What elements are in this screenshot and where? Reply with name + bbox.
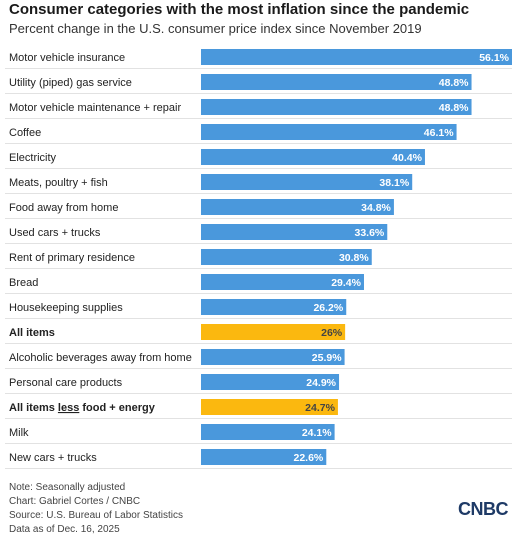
- data-label: 30.8%: [339, 252, 369, 264]
- data-label: 48.8%: [439, 77, 469, 89]
- data-label: 48.8%: [439, 102, 469, 114]
- chart-credit: Chart: Gabriel Cortes / CNBC: [9, 496, 141, 507]
- footer-notes: Note: Seasonally adjusted Chart: Gabriel…: [9, 481, 183, 537]
- data-label: 24.1%: [302, 427, 332, 439]
- category-label: New cars + trucks: [9, 452, 97, 464]
- data-label: 24.7%: [305, 402, 335, 414]
- bar: [201, 349, 345, 365]
- bar-chart-svg: Motor vehicle insurance 56.1% Utility (pip…: [5, 49, 512, 469]
- bar: [201, 249, 372, 265]
- data-label: 22.6%: [294, 452, 324, 464]
- data-date: Data as of Dec. 16, 2025: [9, 524, 120, 535]
- data-label: 46.1%: [424, 127, 454, 139]
- bar: [201, 49, 512, 65]
- category-label: Used cars + trucks: [9, 227, 101, 239]
- bar: [201, 424, 335, 440]
- data-label: 40.4%: [392, 152, 422, 164]
- data-label: 56.1%: [479, 52, 509, 64]
- category-label: Coffee: [9, 127, 41, 139]
- chart-subtitle: Percent change in the U.S. consumer pric…: [9, 21, 422, 36]
- data-label: 26.2%: [313, 302, 343, 314]
- data-label: 26%: [321, 327, 343, 339]
- bar: [201, 124, 457, 140]
- data-label: 38.1%: [379, 177, 409, 189]
- bar: [201, 274, 364, 290]
- bar: [201, 149, 425, 165]
- category-label: Rent of primary residence: [9, 252, 135, 264]
- data-label: 33.6%: [354, 227, 384, 239]
- highlight-bar: [201, 324, 346, 340]
- data-label: 34.8%: [361, 202, 391, 214]
- category-label-part: All items: [9, 402, 58, 414]
- highlight-bar: [201, 399, 338, 415]
- data-label: 24.9%: [306, 377, 336, 389]
- source-text: Source: U.S. Bureau of Labor Statistics: [9, 510, 183, 521]
- category-label: All items: [9, 327, 55, 339]
- category-label-part: less: [58, 402, 79, 414]
- category-label: Alcoholic beverages away from home: [9, 352, 192, 364]
- category-label: Milk: [9, 427, 29, 439]
- bar: [201, 374, 340, 390]
- category-label-part: food + energy: [79, 402, 155, 414]
- category-label: Housekeeping supplies: [9, 302, 123, 314]
- bar: [201, 449, 327, 465]
- bar: [201, 299, 347, 315]
- data-label: 25.9%: [312, 352, 342, 364]
- category-label: All items less food + energy: [9, 402, 156, 414]
- data-label: 29.4%: [331, 277, 361, 289]
- bar: [201, 199, 394, 215]
- bar: [201, 174, 413, 190]
- category-label: Utility (piped) gas service: [9, 77, 132, 89]
- category-label: Bread: [9, 277, 38, 289]
- category-label: Motor vehicle insurance: [9, 52, 125, 64]
- note-text: Note: Seasonally adjusted: [9, 482, 126, 493]
- bar: [201, 224, 388, 240]
- category-label: Electricity: [9, 152, 57, 164]
- category-label: Food away from home: [9, 202, 118, 214]
- bar-chart: Motor vehicle insurance 56.1% Utility (pip…: [0, 44, 523, 472]
- category-label: Personal care products: [9, 377, 123, 389]
- category-label: Meats, poultry + fish: [9, 177, 108, 189]
- bar: [201, 99, 472, 115]
- category-label: Motor vehicle maintenance + repair: [9, 102, 181, 114]
- bar: [201, 74, 472, 90]
- cnbc-logo: CNBC: [458, 499, 509, 519]
- chart-title: Consumer categories with the most inflat…: [9, 1, 470, 18]
